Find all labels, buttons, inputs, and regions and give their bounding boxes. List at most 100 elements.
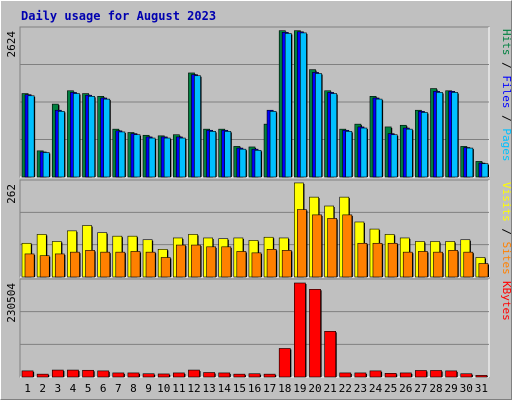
bar-sites-day-12 bbox=[191, 244, 201, 278]
bar-kbytes-day-3 bbox=[51, 369, 64, 378]
bar-sites-day-17 bbox=[266, 249, 277, 278]
bar-pages-day-5 bbox=[88, 96, 95, 178]
bar-pages-day-14 bbox=[224, 131, 232, 178]
bar-pages-day-11 bbox=[178, 137, 186, 178]
x-tick-label-31: 31 bbox=[475, 382, 488, 395]
bar-kbytes-day-30 bbox=[460, 373, 473, 378]
bar-pages-day-9 bbox=[148, 137, 156, 178]
bar-kbytes-day-2 bbox=[36, 373, 49, 378]
legend-entry: Visits bbox=[500, 182, 512, 222]
legend-entry: / bbox=[500, 56, 512, 76]
bar-pages-day-10 bbox=[163, 137, 171, 178]
bar-kbytes-day-7 bbox=[112, 372, 125, 378]
bar-sites-day-14 bbox=[221, 246, 232, 278]
bar-sites-day-23 bbox=[357, 242, 368, 278]
bar-kbytes-day-18 bbox=[278, 348, 291, 378]
bar-sites-day-31 bbox=[478, 263, 489, 278]
legend-entry: KBytes bbox=[500, 281, 512, 321]
bar-sites-day-26 bbox=[402, 251, 413, 278]
bar-sites-day-19 bbox=[297, 209, 307, 278]
bar-pages-day-7 bbox=[118, 131, 126, 178]
bar-kbytes-day-16 bbox=[248, 373, 261, 378]
bar-pages-day-22 bbox=[345, 131, 353, 178]
bar-kbytes-day-31 bbox=[475, 375, 488, 378]
bar-sites-day-28 bbox=[433, 251, 443, 278]
x-tick-label-17: 17 bbox=[263, 382, 276, 395]
plot-panel-kbytes bbox=[19, 278, 490, 378]
legend-entry: Pages bbox=[500, 128, 512, 161]
bar-sites-day-16 bbox=[251, 252, 262, 278]
bar-sites-day-21 bbox=[327, 218, 338, 278]
x-tick-label-1: 1 bbox=[24, 382, 31, 395]
bar-sites-day-25 bbox=[387, 242, 398, 278]
legend-hits-files-pages: Hits / Files / Pages bbox=[500, 29, 512, 162]
ymax-label-hits-files-pages: 2624 bbox=[5, 31, 18, 58]
bar-kbytes-day-5 bbox=[82, 369, 94, 378]
legend-entry: Hits bbox=[500, 29, 512, 56]
bar-pages-day-6 bbox=[103, 98, 111, 178]
bar-kbytes-day-29 bbox=[445, 370, 458, 378]
x-tick-label-3: 3 bbox=[55, 382, 62, 395]
x-tick-label-12: 12 bbox=[187, 382, 200, 395]
bar-kbytes-day-15 bbox=[233, 373, 246, 378]
x-tick-label-11: 11 bbox=[172, 382, 185, 395]
bar-kbytes-day-1 bbox=[21, 370, 34, 378]
bar-pages-day-24 bbox=[375, 98, 383, 178]
bar-kbytes-day-10 bbox=[157, 373, 170, 378]
bar-pages-day-29 bbox=[451, 92, 459, 178]
bar-pages-day-13 bbox=[209, 131, 216, 178]
bar-kbytes-day-24 bbox=[369, 370, 382, 378]
x-tick-label-14: 14 bbox=[218, 382, 232, 395]
bar-pages-day-20 bbox=[315, 73, 322, 178]
bar-kbytes-day-19 bbox=[294, 282, 306, 378]
x-tick-label-9: 9 bbox=[145, 382, 152, 395]
bar-sites-day-4 bbox=[70, 251, 80, 278]
bar-sites-day-11 bbox=[175, 244, 186, 278]
bar-kbytes-day-28 bbox=[430, 370, 442, 378]
bar-pages-day-17 bbox=[269, 111, 277, 178]
x-tick-label-27: 27 bbox=[414, 382, 427, 395]
bar-kbytes-day-23 bbox=[354, 372, 367, 378]
bar-pages-day-2 bbox=[42, 152, 50, 178]
bar-sites-day-9 bbox=[145, 251, 156, 278]
bar-pages-day-23 bbox=[360, 127, 368, 178]
bar-sites-day-29 bbox=[448, 250, 459, 278]
bar-sites-day-22 bbox=[342, 214, 353, 278]
bar-kbytes-day-21 bbox=[324, 331, 337, 378]
x-tick-label-8: 8 bbox=[130, 382, 137, 395]
bar-pages-day-16 bbox=[254, 149, 262, 178]
bar-pages-day-3 bbox=[57, 111, 65, 178]
bar-pages-day-30 bbox=[466, 147, 474, 178]
bar-pages-day-15 bbox=[239, 148, 247, 178]
bar-kbytes-day-6 bbox=[97, 370, 110, 378]
x-tick-label-4: 4 bbox=[70, 382, 77, 395]
bar-sites-day-1 bbox=[24, 253, 35, 278]
x-tick-label-22: 22 bbox=[339, 382, 352, 395]
x-tick-label-24: 24 bbox=[369, 382, 383, 395]
x-tick-label-7: 7 bbox=[115, 382, 122, 395]
bar-pages-day-25 bbox=[390, 134, 398, 178]
x-tick-label-18: 18 bbox=[278, 382, 291, 395]
legend-kbytes: KBytes bbox=[500, 281, 512, 321]
bar-pages-day-8 bbox=[133, 134, 141, 178]
chart-title: Daily usage for August 2023 bbox=[21, 9, 217, 23]
legend-entry: / bbox=[500, 109, 512, 129]
x-tick-label-16: 16 bbox=[248, 382, 261, 395]
bar-sites-day-3 bbox=[54, 253, 65, 278]
bar-sites-day-24 bbox=[372, 242, 383, 278]
ymax-label-visits-sites: 262 bbox=[5, 184, 18, 204]
bar-kbytes-day-17 bbox=[263, 373, 276, 378]
bar-pages-day-27 bbox=[421, 112, 428, 178]
bar-sites-day-6 bbox=[100, 251, 111, 278]
x-tick-label-5: 5 bbox=[85, 382, 92, 395]
bar-sites-day-20 bbox=[312, 214, 322, 278]
x-tick-label-2: 2 bbox=[39, 382, 46, 395]
bar-pages-day-18 bbox=[284, 33, 292, 178]
bar-kbytes-day-11 bbox=[172, 372, 185, 378]
x-tick-label-29: 29 bbox=[445, 382, 458, 395]
bar-kbytes-day-9 bbox=[142, 373, 155, 378]
bar-kbytes-day-12 bbox=[188, 369, 200, 378]
x-tick-label-23: 23 bbox=[354, 382, 367, 395]
bar-kbytes-day-22 bbox=[339, 372, 352, 378]
